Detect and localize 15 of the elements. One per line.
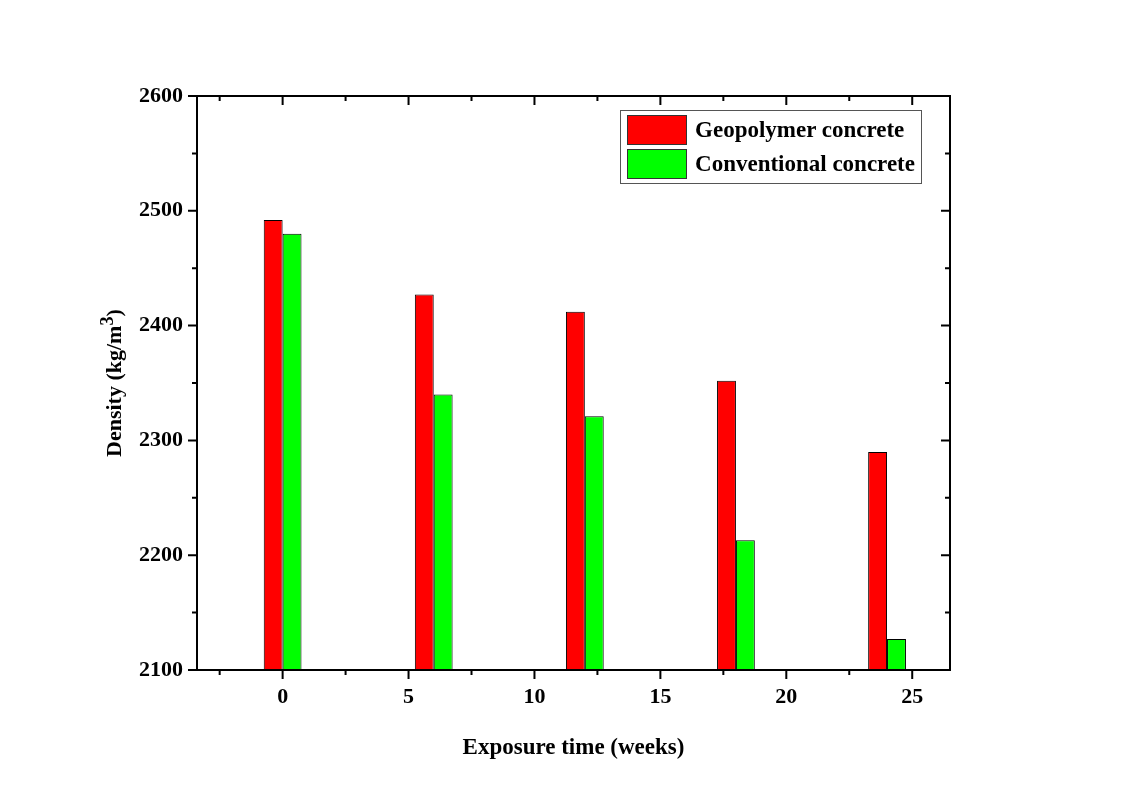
x-tick-label: 5 <box>403 682 415 708</box>
legend-label: Conventional concrete <box>695 151 915 177</box>
x-tick-label: 0 <box>277 682 289 708</box>
x-tick-label: 20 <box>775 682 798 708</box>
x-tick-label: 25 <box>901 682 924 708</box>
x-axis-title: Exposure time (weeks) <box>462 734 685 760</box>
y-tick-label: 2300 <box>139 426 183 452</box>
x-tick-label: 15 <box>649 682 672 708</box>
x-tick-label: 10 <box>523 682 546 708</box>
y-tick-label: 2500 <box>139 196 183 222</box>
y-tick-label: 2600 <box>139 81 183 107</box>
y-tick-label: 2400 <box>139 311 183 337</box>
legend-label: Geopolymer concrete <box>695 117 905 143</box>
y-tick-label: 2200 <box>139 540 183 566</box>
y-tick-label: 2100 <box>139 655 183 681</box>
